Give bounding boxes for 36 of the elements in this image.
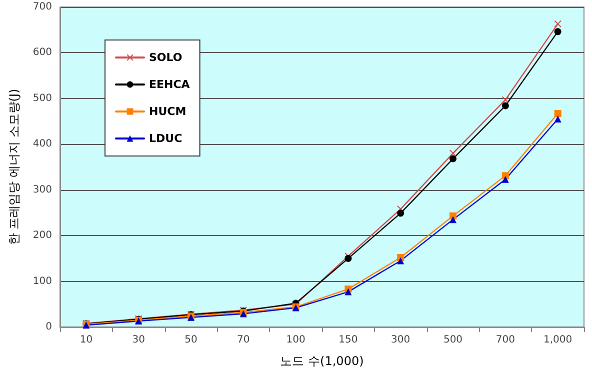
x-tick-label: 300 xyxy=(391,334,410,346)
x-tick-label: 10 xyxy=(80,334,93,346)
legend-label: LDUC xyxy=(149,132,182,145)
y-tick-label: 600 xyxy=(32,47,52,58)
x-tick-label: 70 xyxy=(237,334,250,346)
legend-label: SOLO xyxy=(149,51,182,64)
x-tick-label: 100 xyxy=(286,334,306,346)
x-tick-label: 700 xyxy=(496,334,515,346)
y-tick-label: 700 xyxy=(32,2,52,12)
x-tick-label: 150 xyxy=(338,334,358,346)
point xyxy=(554,20,562,28)
x-axis-title: 노드 수(1,000) xyxy=(280,354,364,368)
point xyxy=(450,216,456,224)
point xyxy=(450,155,456,162)
legend-label: EEHCA xyxy=(149,78,190,91)
point xyxy=(554,116,562,122)
y-tick-label: 300 xyxy=(32,184,52,196)
point xyxy=(397,210,404,217)
point xyxy=(554,28,562,36)
y-tick-label: 500 xyxy=(32,92,52,104)
point xyxy=(502,176,509,183)
x-tick-label: 500 xyxy=(443,334,463,346)
y-axis-title: 한 프레임당 에너지 소모량(J) xyxy=(7,88,21,246)
point xyxy=(502,96,509,104)
point xyxy=(554,110,562,118)
x-tick-label: 50 xyxy=(184,334,198,346)
x-tick-label: 30 xyxy=(132,334,145,346)
y-tick-label: 100 xyxy=(32,276,52,287)
y-tick-label: 400 xyxy=(32,138,52,150)
point xyxy=(502,102,509,110)
point xyxy=(344,288,352,296)
legend-label: HUCM xyxy=(149,105,186,118)
y-tick-label: 200 xyxy=(32,230,52,242)
x-tick-label: 1,000 xyxy=(543,334,572,346)
y-tick-label: 0 xyxy=(46,322,52,332)
point xyxy=(397,257,404,264)
